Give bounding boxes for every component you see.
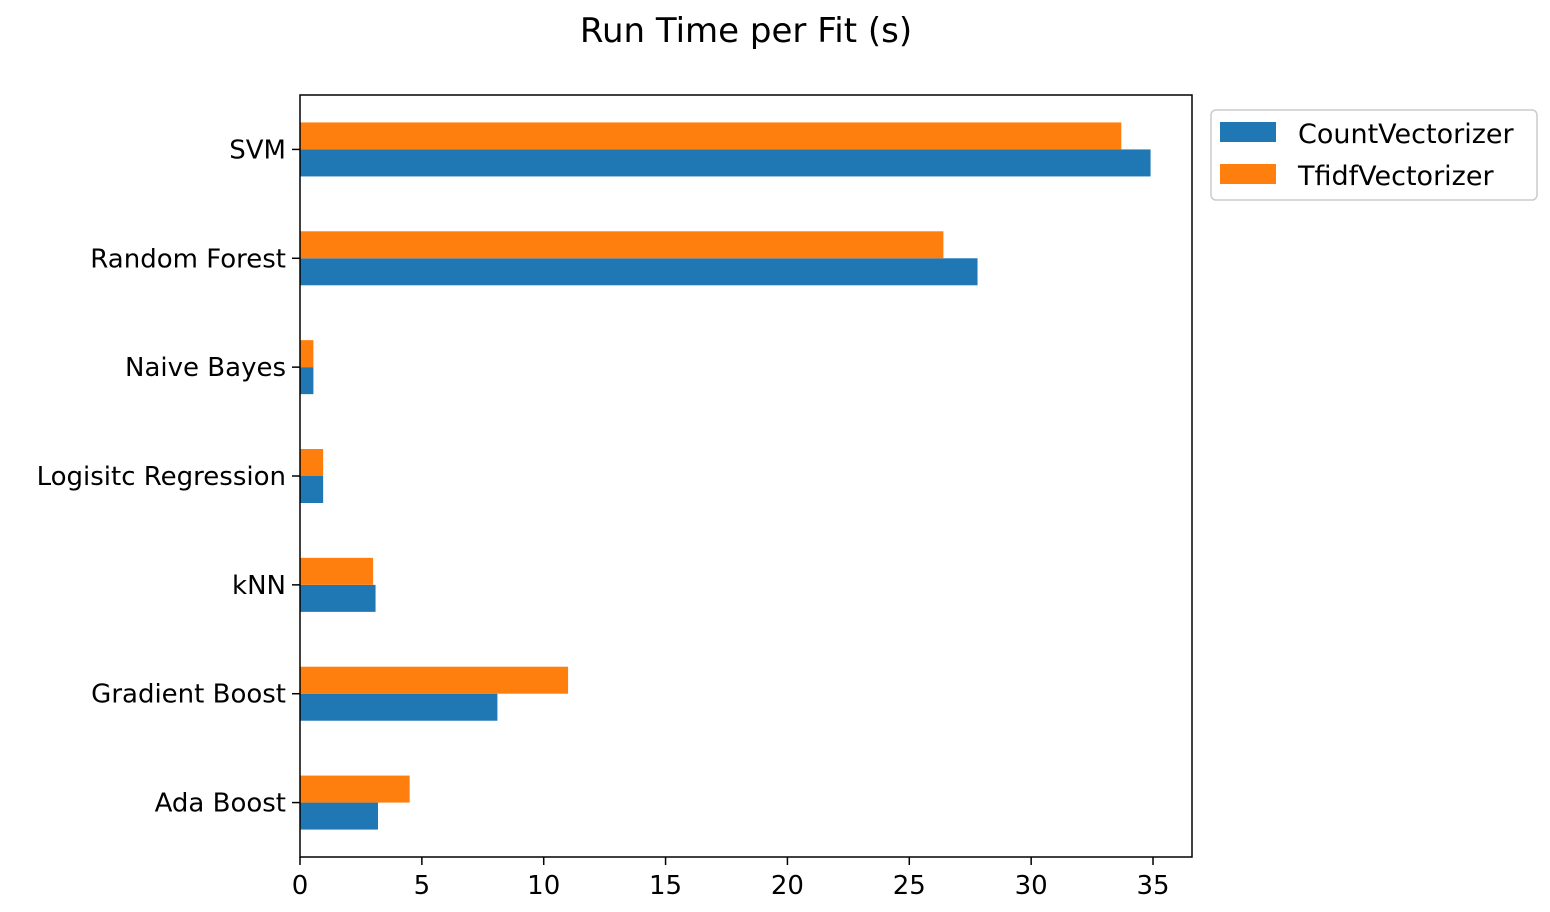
- legend-box: [1210, 109, 1538, 201]
- legend-label-countvectorizer: CountVectorizer: [1298, 119, 1515, 150]
- bar-countvectorizer-random-forest: [300, 258, 978, 286]
- x-tick-label: 15: [649, 871, 682, 901]
- y-tick-label: Random Forest: [90, 244, 286, 274]
- legend: CountVectorizer TfidfVectorizer: [1210, 109, 1538, 201]
- bar-tfidfvectorizer-logisitc-regression: [300, 449, 324, 476]
- bar-countvectorizer-ada-boost: [300, 802, 378, 830]
- chart-title: Run Time per Fit (s): [580, 11, 912, 51]
- legend-label-tfidfvectorizer: TfidfVectorizer: [1297, 161, 1494, 192]
- x-tick-label: 20: [771, 871, 804, 901]
- y-tick-label: Logisitc Regression: [37, 462, 286, 492]
- bars-layer: [300, 122, 1151, 830]
- bar-countvectorizer-gradient-boost: [300, 693, 498, 721]
- bar-tfidfvectorizer-svm: [300, 122, 1122, 150]
- bar-tfidfvectorizer-naive-bayes: [300, 340, 314, 368]
- x-tick-label: 10: [527, 871, 560, 901]
- y-tick-label: kNN: [232, 571, 286, 601]
- bar-tfidfvectorizer-knn: [300, 557, 374, 585]
- x-tick-label: 0: [292, 871, 309, 901]
- bar-tfidfvectorizer-ada-boost: [300, 775, 410, 803]
- x-tick-label: 35: [1136, 871, 1169, 901]
- y-tick-label: Gradient Boost: [91, 680, 286, 710]
- y-tick-label: Ada Boost: [155, 789, 286, 819]
- bar-countvectorizer-knn: [300, 584, 376, 612]
- legend-swatch-countvectorizer: [1220, 122, 1276, 142]
- y-tick-label: SVM: [229, 135, 286, 165]
- bar-tfidfvectorizer-gradient-boost: [300, 666, 569, 694]
- x-tick-label: 5: [414, 871, 431, 901]
- y-tick-label: Naive Bayes: [125, 353, 286, 383]
- legend-swatch-tfidfvectorizer: [1220, 164, 1276, 184]
- axes-layer: Ada Boost Gradient Boost kNN Logisitc Regre…: [37, 135, 1170, 901]
- bar-countvectorizer-logisitc-regression: [300, 476, 324, 503]
- bar-tfidfvectorizer-random-forest: [300, 231, 944, 259]
- x-tick-label: 25: [893, 871, 926, 901]
- bar-countvectorizer-naive-bayes: [300, 367, 314, 395]
- plot-frame: [299, 94, 1193, 858]
- x-tick-label: 30: [1015, 871, 1048, 901]
- bar-countvectorizer-svm: [300, 149, 1151, 177]
